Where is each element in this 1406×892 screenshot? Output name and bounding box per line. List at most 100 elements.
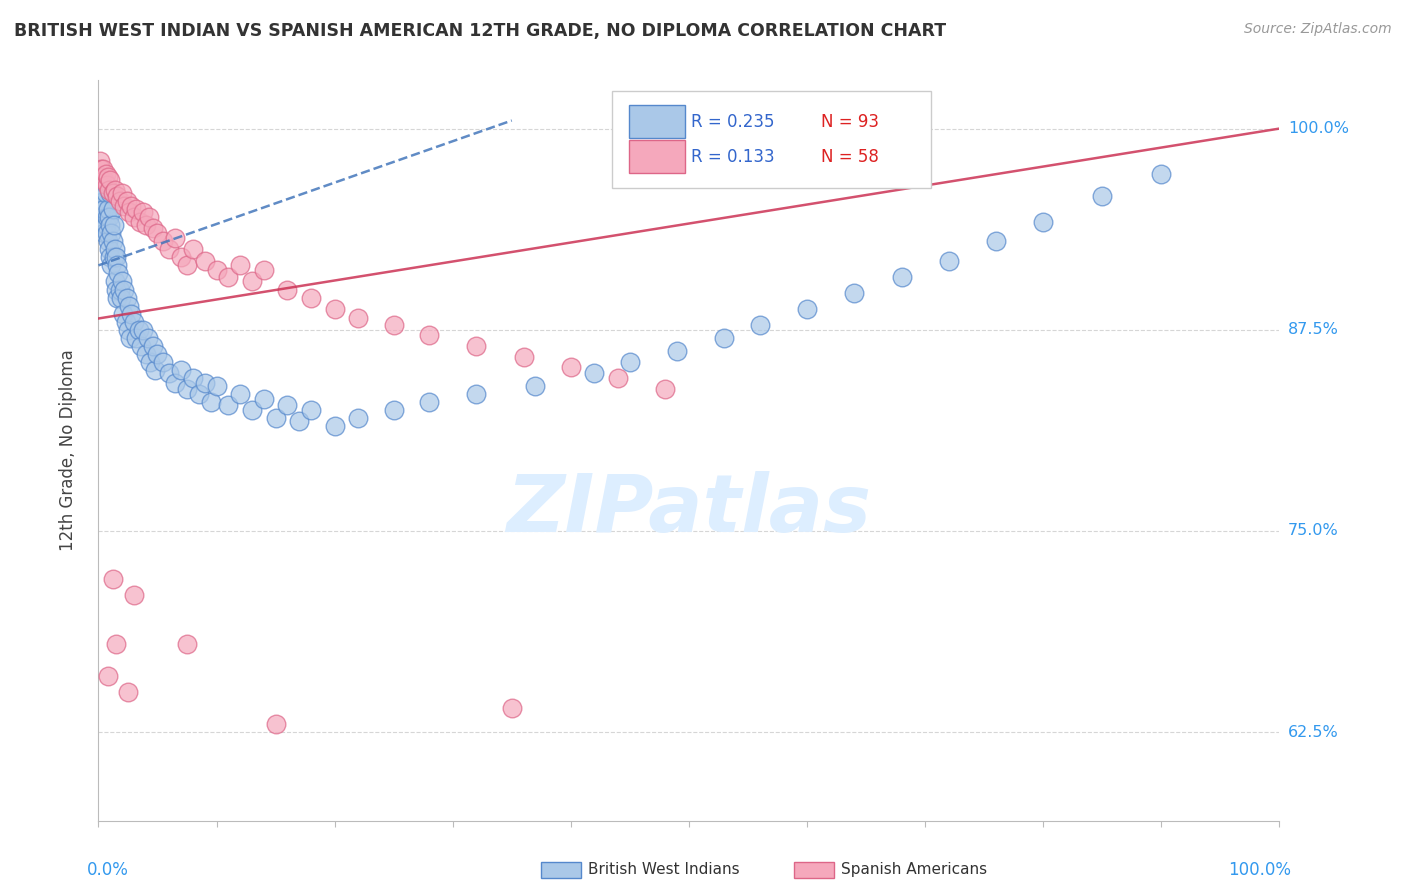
Point (560, 359, 582, 374)
Point (93, 173, 115, 187)
Point (501, 701, 523, 715)
Text: R = 0.235: R = 0.235 (692, 112, 775, 131)
Point (100, 258, 122, 272)
Point (418, 395, 440, 409)
Text: 62.5%: 62.5% (1288, 724, 1339, 739)
Point (240, 275, 263, 289)
Point (114, 315, 136, 329)
Point (105, 291, 128, 305)
Point (176, 382, 198, 396)
Point (654, 382, 676, 396)
Point (108, 283, 131, 297)
Point (93, 202, 115, 216)
Point (90, 202, 112, 216)
Point (91, 186, 114, 200)
Point (105, 283, 128, 297)
Point (176, 258, 198, 272)
Point (121, 307, 143, 321)
Point (94, 218, 117, 232)
Point (112, 283, 135, 297)
Point (143, 363, 166, 377)
Text: R = 0.133: R = 0.133 (692, 147, 775, 166)
Point (253, 392, 276, 406)
Point (152, 234, 174, 248)
Point (105, 189, 128, 203)
Point (100, 226, 122, 240)
Point (97, 202, 120, 216)
Point (382, 318, 405, 332)
Point (524, 379, 547, 393)
Point (89, 153, 111, 168)
Point (101, 186, 124, 200)
Point (200, 395, 222, 409)
Point (157, 366, 180, 380)
Point (253, 263, 276, 277)
Point (181, 371, 204, 385)
Point (115, 291, 138, 305)
Text: BRITISH WEST INDIAN VS SPANISH AMERICAN 12TH GRADE, NO DIPLOMA CORRELATION CHART: BRITISH WEST INDIAN VS SPANISH AMERICAN … (14, 22, 946, 40)
Text: British West Indians: British West Indians (588, 863, 740, 877)
Point (1150, 167, 1173, 181)
FancyBboxPatch shape (612, 91, 931, 187)
Point (323, 301, 346, 316)
Text: N = 58: N = 58 (821, 147, 879, 166)
Point (98, 183, 121, 197)
Point (138, 210, 160, 224)
Point (229, 387, 252, 401)
Point (103, 250, 125, 264)
Point (120, 331, 142, 345)
Point (104, 183, 127, 197)
Point (110, 291, 132, 305)
Point (93, 194, 115, 208)
Point (91, 169, 114, 184)
Point (117, 685, 139, 699)
Point (748, 318, 770, 332)
Point (187, 387, 209, 401)
Point (105, 250, 128, 264)
Point (118, 299, 141, 313)
Point (666, 343, 689, 358)
Point (382, 403, 405, 417)
Point (607, 371, 630, 385)
Point (125, 202, 148, 216)
FancyBboxPatch shape (628, 105, 685, 138)
Point (229, 258, 252, 272)
Point (111, 275, 134, 289)
FancyBboxPatch shape (628, 140, 685, 173)
Point (165, 376, 187, 390)
Point (98, 173, 121, 187)
Point (122, 315, 145, 329)
Text: ZIPatlas: ZIPatlas (506, 471, 872, 549)
Point (94, 167, 117, 181)
Point (91, 218, 114, 232)
Point (938, 253, 960, 268)
Point (796, 301, 818, 316)
Point (93, 226, 115, 240)
Point (1032, 215, 1054, 229)
Point (103, 218, 125, 232)
Point (96, 178, 118, 192)
Point (128, 323, 150, 337)
Point (194, 253, 217, 268)
Point (91, 210, 114, 224)
Point (97, 234, 120, 248)
Text: 100.0%: 100.0% (1288, 121, 1348, 136)
Point (97, 169, 120, 184)
Text: 75.0%: 75.0% (1288, 524, 1339, 539)
Point (107, 267, 129, 281)
Point (142, 221, 165, 235)
Point (105, 258, 128, 272)
Point (299, 291, 322, 305)
Point (176, 637, 198, 651)
Point (152, 355, 174, 369)
Point (90, 169, 112, 184)
Point (121, 199, 143, 213)
Point (117, 323, 139, 337)
Point (101, 234, 124, 248)
Point (264, 717, 287, 731)
Point (205, 379, 228, 393)
Text: 100.0%: 100.0% (1229, 862, 1291, 880)
Point (104, 275, 127, 289)
Point (170, 250, 193, 264)
Text: Spanish Americans: Spanish Americans (841, 863, 987, 877)
